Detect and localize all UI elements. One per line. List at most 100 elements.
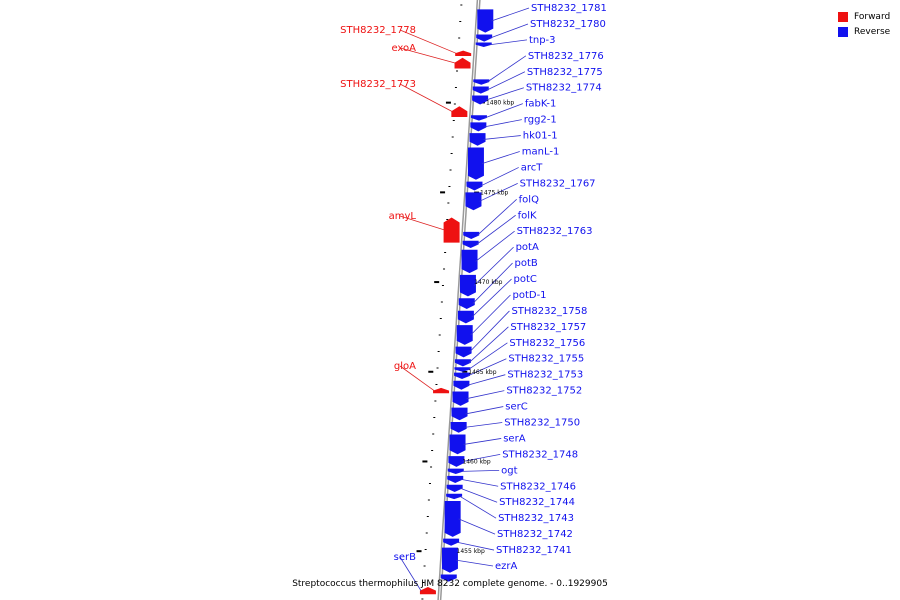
legend-forward: Forward bbox=[838, 9, 890, 24]
reverse-gene-label: STH8232_1774 bbox=[526, 83, 602, 94]
forward-gene bbox=[433, 387, 450, 394]
reverse-callout-line bbox=[457, 541, 495, 551]
reverse-callout-line bbox=[483, 135, 521, 140]
reverse-gene bbox=[447, 475, 464, 483]
reverse-gene-label: serC bbox=[505, 402, 527, 413]
reverse-gene-label: tnp-3 bbox=[529, 35, 556, 46]
reverse-callout-line bbox=[484, 119, 522, 128]
reverse-gene-label: STH8232_1743 bbox=[498, 513, 574, 524]
reverse-gene bbox=[447, 468, 464, 475]
reverse-gene bbox=[477, 9, 494, 33]
reverse-gene-label: manL-1 bbox=[522, 146, 560, 157]
reverse-gene-label: folQ bbox=[519, 194, 539, 205]
reverse-gene bbox=[446, 484, 463, 492]
reverse-gene-label: serA bbox=[503, 433, 525, 444]
reverse-callout-line bbox=[487, 55, 527, 83]
reverse-gene bbox=[456, 325, 473, 345]
forward-gene-label: STH8232_1773 bbox=[340, 79, 416, 90]
reverse-callout-line bbox=[467, 358, 507, 377]
forward-gene-label: gloA bbox=[394, 361, 416, 372]
reverse-gene bbox=[457, 310, 474, 324]
reverse-gene bbox=[463, 231, 480, 239]
reverse-gene-label: STH8232_1755 bbox=[508, 354, 584, 365]
reverse-gene bbox=[470, 115, 487, 121]
reverse-swatch bbox=[838, 26, 848, 37]
reverse-gene bbox=[455, 346, 472, 358]
ruler-label: 1455 kbp bbox=[457, 548, 485, 555]
forward-gene bbox=[451, 106, 468, 117]
reverse-callout-line bbox=[480, 167, 519, 187]
reverse-gene bbox=[441, 547, 458, 573]
forward-callout-line bbox=[399, 29, 457, 54]
reverse-callout-line bbox=[473, 246, 514, 286]
reverse-callout-line bbox=[459, 496, 497, 519]
reverse-gene bbox=[475, 42, 492, 48]
reverse-gene-label: potA bbox=[516, 242, 539, 253]
reverse-gene-label: STH8232_1780 bbox=[530, 19, 606, 30]
reverse-callout-line bbox=[476, 214, 516, 245]
forward-callout-line bbox=[399, 215, 445, 231]
legend-forward-label: Forward bbox=[854, 11, 891, 22]
reverse-gene bbox=[472, 95, 489, 105]
reverse-callout-line bbox=[489, 39, 527, 46]
forward-callout-line bbox=[399, 83, 453, 112]
forward-gene bbox=[443, 217, 460, 243]
reverse-gene bbox=[461, 249, 478, 274]
reverse-gene bbox=[454, 367, 471, 372]
legend-reverse-label: Reverse bbox=[854, 26, 891, 37]
reverse-callout-line bbox=[491, 7, 530, 22]
reverse-gene-label: ogt bbox=[501, 465, 517, 476]
reverse-gene-label: STH8232_1744 bbox=[499, 497, 575, 508]
reverse-gene bbox=[440, 574, 457, 582]
reverse-callout-line bbox=[462, 454, 501, 462]
reverse-gene bbox=[444, 500, 461, 537]
reverse-gene bbox=[466, 181, 483, 191]
reverse-gene-label: STH8232_1742 bbox=[497, 529, 573, 540]
forward-gene-label: serB bbox=[394, 552, 416, 563]
reverse-gene bbox=[469, 133, 486, 146]
reverse-callout-line bbox=[461, 469, 500, 472]
reverse-gene-label: STH8232_1758 bbox=[511, 306, 587, 317]
reverse-callout-line bbox=[461, 479, 499, 487]
reverse-callout-line bbox=[467, 374, 506, 386]
reverse-gene bbox=[450, 422, 467, 433]
reverse-callout-line bbox=[469, 310, 510, 353]
reverse-gene-label: ezrA bbox=[495, 561, 518, 572]
reverse-callout-line bbox=[468, 342, 508, 370]
reverse-gene bbox=[458, 298, 475, 309]
reverse-gene-label: potC bbox=[514, 274, 537, 285]
ruler-label: 1475 kbp bbox=[480, 189, 508, 196]
forward-gene bbox=[455, 50, 472, 56]
reverse-gene-label: STH8232_1750 bbox=[504, 418, 580, 429]
reverse-callout-line bbox=[458, 518, 496, 535]
forward-gene-label: exoA bbox=[391, 43, 416, 54]
forward-callout-line bbox=[399, 47, 456, 64]
reverse-gene bbox=[453, 380, 470, 390]
reverse-callout-line bbox=[455, 559, 494, 567]
reverse-gene-label: folK bbox=[518, 210, 537, 221]
reverse-gene bbox=[467, 147, 484, 180]
forward-callout-line bbox=[399, 365, 435, 391]
reverse-gene bbox=[454, 372, 471, 379]
reverse-gene bbox=[452, 391, 469, 406]
ruler-label: 1480 kbp bbox=[486, 100, 514, 107]
reverse-strand-genes bbox=[440, 9, 494, 582]
reverse-gene-label: STH8232_1763 bbox=[517, 226, 593, 237]
reverse-gene-label: STH8232_1741 bbox=[496, 545, 572, 556]
forward-gene-label: amyL bbox=[389, 211, 417, 222]
forward-gene-label: STH8232_1778 bbox=[340, 25, 416, 36]
reverse-callout-line bbox=[486, 71, 526, 91]
reverse-callout-line bbox=[479, 183, 518, 202]
gene-callouts: STH8232_1781 STH8232_1780 tnp-3 STH8232_177… bbox=[340, 3, 607, 591]
forward-gene bbox=[419, 587, 436, 595]
ruler-labels: 1480 kbp 1475 kbp 1470 kbp 1465 kbp 1460 kbp… bbox=[457, 100, 515, 556]
reverse-gene-label: STH8232_1746 bbox=[500, 481, 576, 492]
reverse-gene-label: fabK-1 bbox=[525, 99, 556, 110]
reverse-gene bbox=[465, 192, 482, 211]
reverse-callout-line bbox=[471, 278, 512, 318]
reverse-gene-label: STH8232_1757 bbox=[510, 322, 586, 333]
reverse-gene-label: STH8232_1756 bbox=[509, 338, 585, 349]
forward-gene bbox=[454, 57, 471, 69]
reverse-gene-label: STH8232_1767 bbox=[520, 178, 596, 189]
